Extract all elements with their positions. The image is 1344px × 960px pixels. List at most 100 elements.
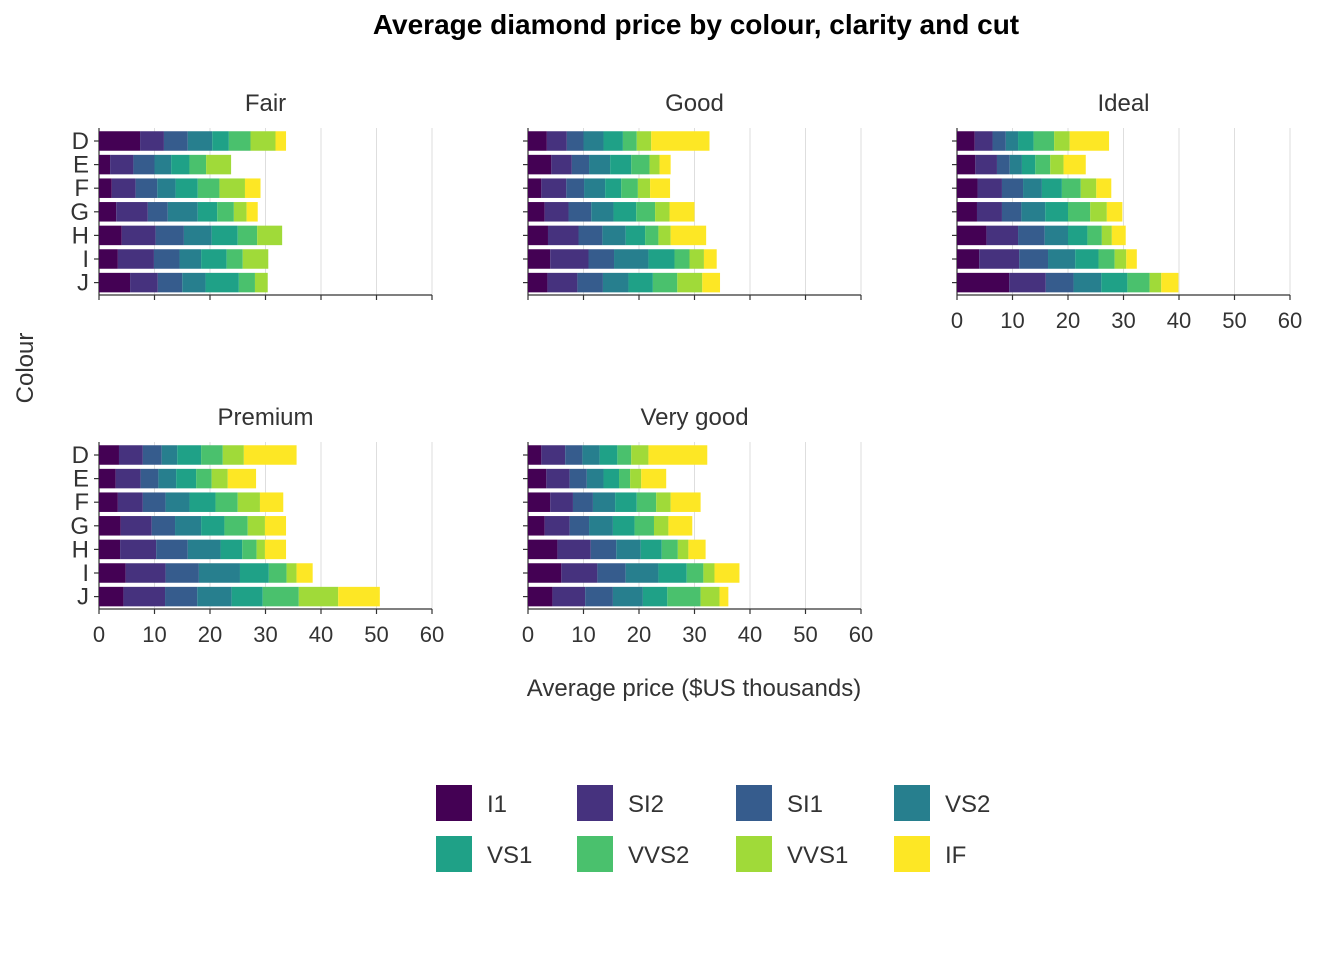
- legend-item-vvs2: VVS2: [577, 836, 689, 872]
- panel-title: Good: [665, 90, 724, 117]
- bar-segment-good-G-VS1: [613, 202, 637, 222]
- bar-segment-premium-D-IF: [243, 445, 297, 465]
- bar-segment-ideal-D-IF: [1069, 131, 1110, 151]
- bar-segment-ideal-I-VVS2: [1098, 249, 1115, 269]
- bar-segment-good-I-SI2: [550, 249, 589, 269]
- bar-segment-good-E-IF: [659, 154, 671, 175]
- bar-segment-fair-J-VVS2: [238, 272, 255, 293]
- bar-segment-fair-H-VS1: [211, 225, 238, 246]
- bar-segment-good-D-SI1: [566, 131, 584, 151]
- bar-segment-ideal-J-IF: [1161, 272, 1179, 293]
- bar-segment-premium-E-SI1: [140, 468, 159, 489]
- bar-segment-ideal-G-SI2: [976, 202, 1002, 222]
- bar-segment-very-good-D-SI1: [565, 445, 583, 465]
- x-tick-label: 60: [849, 622, 873, 647]
- bar-segment-good-F-I1: [528, 178, 542, 198]
- panel-title: Fair: [245, 90, 286, 117]
- y-tick-label: D: [72, 442, 89, 469]
- bar-segment-good-D-VVS2: [622, 131, 637, 151]
- bar-segment-premium-D-VS2: [161, 445, 178, 465]
- bar-segment-ideal-E-I1: [957, 154, 976, 175]
- bar-segment-premium-J-SI2: [123, 586, 166, 607]
- panel-very-good: Very good 0 10 20 30 40 50 60: [522, 404, 873, 647]
- bar-segment-ideal-F-VS1: [1041, 178, 1062, 198]
- bar-segment-fair-I-SI2: [117, 249, 154, 269]
- y-tick-label: E: [73, 466, 89, 493]
- legend-label: VS1: [487, 842, 532, 869]
- bar-segment-premium-F-I1: [99, 492, 118, 512]
- bar-segment-ideal-F-VS2: [1023, 178, 1042, 198]
- y-tick-label: F: [74, 489, 89, 516]
- bar-segment-ideal-D-VS1: [1018, 131, 1034, 151]
- bar-segment-ideal-E-VVS1: [1050, 154, 1064, 175]
- bar-segment-good-G-I1: [528, 202, 545, 222]
- bar-segment-good-I-IF: [703, 249, 717, 269]
- bar-segment-premium-J-IF: [338, 586, 380, 607]
- bar-segment-fair-D-I1: [99, 131, 141, 151]
- bar-segment-good-H-IF: [670, 225, 707, 246]
- bar-segment-good-H-VS2: [602, 225, 626, 246]
- chart-title: Average diamond price by colour, clarity…: [373, 9, 1019, 40]
- bar-segment-good-F-IF: [650, 178, 671, 198]
- bar-segment-very-good-E-VS2: [586, 468, 604, 489]
- bar-segment-very-good-H-VVS1: [677, 539, 689, 560]
- bar-segment-premium-D-VS1: [177, 445, 202, 465]
- bar-segment-very-good-D-I1: [528, 445, 542, 465]
- bar-segment-very-good-D-VS2: [582, 445, 600, 465]
- bar-segment-ideal-D-VS2: [1005, 131, 1019, 151]
- bar-segment-ideal-H-VS1: [1068, 225, 1088, 246]
- bar-segment-premium-E-SI2: [115, 468, 141, 489]
- bar-segment-good-I-VVS1: [689, 249, 704, 269]
- x-tick-label: 40: [309, 622, 333, 647]
- bar-segment-good-E-I1: [528, 154, 552, 175]
- bar-segment-good-I-VS2: [614, 249, 649, 269]
- bar-segment-premium-D-I1: [99, 445, 119, 465]
- legend-swatch: [436, 785, 472, 821]
- bar-segment-premium-F-VS2: [165, 492, 190, 512]
- legend-swatch: [736, 785, 772, 821]
- bar-segment-fair-F-SI1: [135, 178, 158, 198]
- bar-segment-premium-G-IF: [264, 516, 287, 536]
- bar-segment-good-D-VVS1: [636, 131, 652, 151]
- bar-segment-ideal-F-VVS2: [1061, 178, 1081, 198]
- bar-segment-fair-E-SI2: [110, 154, 134, 175]
- bar-segment-premium-D-SI1: [142, 445, 162, 465]
- x-tick-label: 40: [738, 622, 762, 647]
- bar-segment-very-good-G-VVS2: [634, 516, 654, 536]
- bar-segment-good-F-VS1: [605, 178, 622, 198]
- bar-segment-good-E-VVS1: [649, 154, 660, 175]
- x-tick-label: 40: [1167, 308, 1191, 333]
- bar-segment-very-good-E-VS1: [603, 468, 620, 489]
- bar-segment-premium-J-VS1: [231, 586, 263, 607]
- bar-segment-very-good-F-SI2: [550, 492, 573, 512]
- bar-segment-fair-E-SI1: [133, 154, 155, 175]
- y-axis-title: Colour: [12, 333, 39, 404]
- bar-segment-very-good-G-VS1: [612, 516, 635, 536]
- bar-segment-premium-F-IF: [259, 492, 284, 512]
- bar-segment-very-good-G-SI2: [544, 516, 570, 536]
- bar-segment-premium-F-SI2: [117, 492, 143, 512]
- bar-segment-very-good-J-VS1: [642, 586, 668, 607]
- bar-segment-premium-J-VVS2: [262, 586, 299, 607]
- bar-segment-premium-G-VVS2: [224, 516, 248, 536]
- bar-segment-premium-H-IF: [264, 539, 287, 560]
- bar-segment-ideal-I-VS2: [1048, 249, 1076, 269]
- bar-segment-premium-I-VS2: [198, 563, 240, 583]
- bar-segment-fair-D-SI2: [140, 131, 164, 151]
- bar-segment-fair-F-SI2: [111, 178, 136, 198]
- bar-segment-good-H-SI1: [578, 225, 603, 246]
- bar-segment-ideal-G-VVS1: [1090, 202, 1107, 222]
- bar-segment-fair-G-SI1: [147, 202, 168, 222]
- bar-segment-fair-H-VVS1: [257, 225, 283, 246]
- bar-segment-fair-J-VS2: [182, 272, 206, 293]
- y-tick-label: D: [72, 128, 89, 155]
- bar-segment-fair-H-VVS2: [237, 225, 258, 246]
- bar-segment-good-J-VS1: [628, 272, 653, 293]
- bar-segment-fair-J-VS1: [205, 272, 239, 293]
- bar-segment-premium-H-I1: [99, 539, 121, 560]
- bar-segment-premium-H-SI1: [156, 539, 188, 560]
- x-tick-label: 30: [253, 622, 277, 647]
- bar-segment-fair-F-VVS1: [219, 178, 245, 198]
- panel-title: Very good: [640, 404, 748, 431]
- legend-item-vs1: VS1: [436, 836, 532, 872]
